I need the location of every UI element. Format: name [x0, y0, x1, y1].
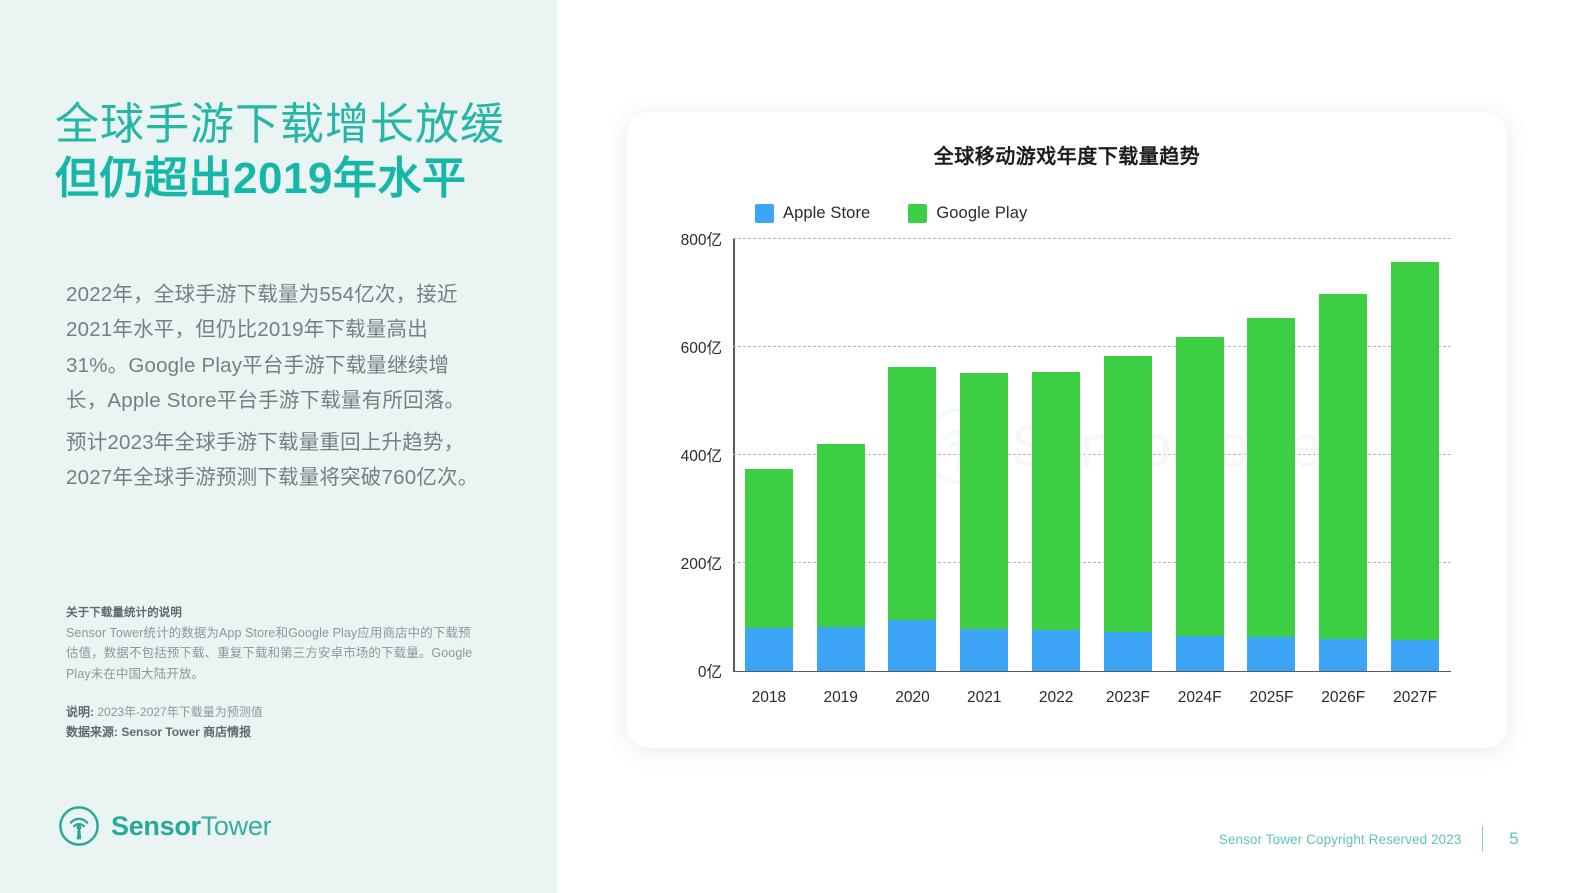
x-axis-tick-label: 2025F: [1249, 689, 1294, 706]
y-axis-tick-label: 800亿: [680, 232, 722, 249]
legend-item-apple-store[interactable]: Apple Store: [755, 204, 870, 223]
sensor-tower-mark-icon: [58, 805, 100, 847]
footnote-explain-label: 说明:: [66, 704, 94, 719]
footnotes: 关于下载量统计的说明 Sensor Tower统计的数据为App Store和G…: [66, 603, 481, 743]
bar-segment-google-play[interactable]: [744, 469, 793, 628]
gridline-400: 400亿: [681, 448, 1451, 465]
bar-segment-google-play[interactable]: [960, 372, 1009, 629]
bar-column[interactable]: 2024F: [1175, 239, 1224, 706]
x-axis-tick-label: 2024F: [1177, 689, 1222, 706]
bar-segment-google-play[interactable]: [1103, 356, 1152, 633]
bar-column[interactable]: 2025F: [1247, 239, 1296, 706]
chart-legend: Apple Store Google Play: [755, 204, 1027, 223]
x-axis-tick-label: 2021: [967, 689, 1002, 706]
y-axis-line: [733, 239, 735, 672]
gridline-800: 800亿: [681, 232, 1451, 249]
x-axis-line: [733, 670, 1451, 672]
bar-segment-apple-store[interactable]: [960, 628, 1009, 671]
bar-column[interactable]: 2023F: [1103, 239, 1152, 706]
x-axis-tick-label: 2019: [823, 689, 858, 706]
footnote-spacer: [66, 684, 481, 702]
x-axis-tick-label: 2020: [895, 689, 930, 706]
bar-segment-google-play[interactable]: [1032, 371, 1081, 630]
legend-item-google-play[interactable]: Google Play: [908, 204, 1027, 223]
bar-segment-apple-store[interactable]: [1032, 629, 1081, 671]
logo-word-sensor: Sensor: [111, 810, 201, 841]
page-title: 全球手游下载增长放缓 但仍超出2019年水平: [55, 98, 525, 205]
left-info-panel: 全球手游下载增长放缓 但仍超出2019年水平 2022年，全球手游下载量为554…: [0, 0, 557, 893]
summary-paragraph-2: 预计2023年全球手游下载量重回上升趋势，2027年全球手游预测下载量将突破76…: [66, 431, 479, 490]
y-axis-tick-label: 400亿: [680, 448, 722, 465]
bar-segment-apple-store[interactable]: [1103, 632, 1152, 671]
page-footer: Sensor Tower Copyright Reserved 2023 5: [1219, 826, 1525, 852]
x-axis-tick-label: 2023F: [1105, 689, 1150, 706]
bar-segment-google-play[interactable]: [816, 444, 865, 628]
bar-segment-google-play[interactable]: [1391, 262, 1440, 641]
sensor-tower-logo-text: SensorTower: [111, 810, 272, 842]
legend-label-google-play: Google Play: [936, 204, 1028, 222]
y-axis-tick-label: 200亿: [680, 556, 722, 573]
bar-column[interactable]: 2019: [816, 239, 865, 706]
headline-line-2: 但仍超出2019年水平: [55, 153, 467, 203]
sensor-tower-logo: SensorTower: [58, 805, 272, 847]
logo-word-tower: Tower: [200, 810, 272, 841]
summary-paragraph-1: 2022年，全球手游下载量为554亿次，接近2021年水平，但仍比2019年下载…: [66, 283, 466, 412]
legend-swatch-apple-store: [755, 204, 774, 223]
footer-divider: [1481, 826, 1483, 852]
y-axis-tick-label: 600亿: [680, 340, 722, 357]
bar-segment-apple-store[interactable]: [1247, 636, 1296, 671]
footer-copyright: Sensor Tower Copyright Reserved 2023: [1218, 831, 1462, 847]
chart-card: 全球移动游戏年度下载量趋势 Apple Store Google Play 0亿…: [627, 112, 1507, 748]
footnote-explain-value: 2023年-2027年下载量为预测值: [97, 704, 263, 719]
footnote-body: Sensor Tower统计的数据为App Store和Google Play应…: [66, 626, 473, 681]
chart-title: 全球移动游戏年度下载量趋势: [933, 146, 1201, 168]
bar-column[interactable]: 2022: [1032, 239, 1081, 706]
footer-page-number: 5: [1509, 829, 1519, 848]
bar-column[interactable]: 2018: [744, 239, 793, 706]
x-axis-tick-label: 2018: [751, 689, 787, 706]
bar-segment-google-play[interactable]: [1319, 294, 1368, 640]
gridline-200: 200亿: [681, 556, 1451, 573]
bar-column[interactable]: 2021: [960, 239, 1009, 706]
bar-segment-google-play[interactable]: [888, 367, 937, 621]
x-axis-tick-label: 2022: [1038, 689, 1074, 706]
bar-segment-apple-store[interactable]: [1319, 639, 1368, 671]
bar-segment-apple-store[interactable]: [816, 627, 865, 671]
bar-column[interactable]: 2027F: [1391, 239, 1440, 706]
x-axis-tick-label: 2026F: [1321, 689, 1366, 706]
bar-segment-apple-store[interactable]: [888, 620, 937, 671]
chart-bars: 2018 2019 2020 2021 2022 2023F 2024F 2025F 2026F…: [733, 239, 1451, 706]
bar-column[interactable]: 2026F: [1319, 239, 1368, 706]
footnote-heading: 关于下载量统计的说明: [66, 607, 182, 619]
bar-segment-google-play[interactable]: [1175, 337, 1224, 636]
headline-line-1: 全球手游下载增长放缓: [55, 100, 505, 149]
legend-swatch-google-play: [908, 204, 928, 223]
x-axis-tick-label: 2027F: [1393, 689, 1438, 706]
bar-column[interactable]: 2020: [888, 239, 937, 706]
footnote-explain: 说明: 2023年-2027年下载量为预测值: [66, 702, 481, 722]
footnote-source: 数据来源: Sensor Tower 商店情报: [66, 725, 252, 740]
bar-segment-apple-store[interactable]: [744, 627, 793, 671]
gridline-600: 600亿: [681, 340, 1451, 357]
y-axis-tick-label: 0亿: [697, 664, 722, 681]
bar-segment-apple-store[interactable]: [1391, 640, 1440, 671]
bar-segment-apple-store[interactable]: [1175, 635, 1224, 671]
bar-segment-google-play[interactable]: [1247, 317, 1296, 637]
legend-label-apple-store: Apple Store: [783, 204, 871, 222]
